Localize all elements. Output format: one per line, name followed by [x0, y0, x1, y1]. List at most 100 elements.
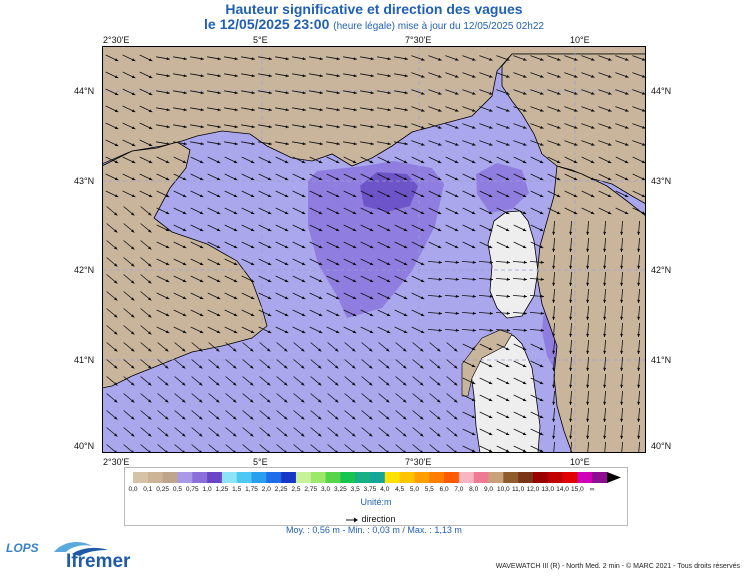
wave-direction-arrow [394, 207, 408, 215]
wave-direction-arrow [461, 277, 477, 281]
wave-direction-arrow [156, 56, 170, 61]
wave-direction-arrow [224, 107, 238, 112]
wave-direction-arrow [620, 288, 624, 304]
wave-direction-arrow [479, 224, 493, 232]
wave-direction-arrow [462, 190, 476, 198]
wave-direction-arrow [615, 207, 629, 215]
legend-color-swatch [562, 472, 578, 483]
legend-tick-label: 0,25 [156, 486, 169, 493]
wave-direction-arrow [105, 190, 119, 198]
wave-direction-arrow [156, 241, 170, 249]
wave-direction-arrow [495, 328, 511, 332]
wave-direction-arrow [632, 207, 646, 215]
wave-direction-arrow [310, 410, 322, 420]
wave-direction-arrow [586, 220, 590, 236]
wave-direction-arrow [530, 428, 544, 436]
wave-direction-arrow [343, 326, 357, 334]
wave-direction-arrow [444, 277, 460, 281]
wave-direction-arrow [190, 275, 204, 283]
color-scale-bar [133, 472, 621, 483]
wave-direction-arrow [411, 275, 425, 283]
lat-label-right-43: 43°N [651, 176, 672, 186]
legend-color-swatch [177, 472, 193, 483]
wave-direction-arrow [513, 377, 527, 385]
wave-direction-arrow [207, 258, 221, 266]
wave-direction-arrow [326, 275, 340, 283]
wave-direction-arrow [547, 173, 561, 181]
wave-direction-arrow [241, 141, 255, 146]
wave-direction-arrow [495, 311, 511, 315]
wave-direction-arrow [343, 292, 357, 300]
wave-direction-arrow [343, 156, 357, 164]
wave-direction-arrow [427, 260, 443, 264]
wave-direction-arrow [140, 393, 152, 403]
wave-direction-arrow [479, 343, 493, 351]
legend-tick-label: 12,0 [526, 486, 540, 493]
wave-direction-arrow [207, 190, 221, 198]
wave-direction-arrow [122, 88, 136, 96]
wave-direction-arrow [530, 224, 544, 232]
wave-direction-arrow [495, 277, 511, 281]
wave-direction-arrow [293, 376, 305, 386]
wave-direction-arrow [428, 140, 442, 146]
wave-direction-arrow [586, 254, 590, 270]
wave-direction-arrow [139, 173, 153, 181]
wave-direction-arrow [479, 428, 493, 436]
wave-direction-arrow [224, 73, 238, 78]
wave-direction-arrow [106, 240, 118, 250]
wave-direction-arrow [529, 328, 545, 332]
wave-direction-arrow [378, 393, 390, 403]
wave-direction-arrow [275, 190, 289, 198]
legend-tick-label: 0,1 [143, 486, 153, 493]
wave-direction-arrow [377, 207, 391, 215]
wave-direction-arrow [598, 123, 612, 129]
wave-direction-arrow [258, 107, 272, 112]
wave-direction-arrow [105, 105, 119, 113]
wave-direction-arrow [276, 393, 288, 403]
wave-direction-arrow [462, 55, 476, 61]
model-credit: WAVEWATCH III (R) - North Med. 2 min - ©… [495, 563, 740, 570]
wave-direction-arrow [377, 73, 391, 78]
wave-direction-arrow [208, 393, 220, 403]
wave-direction-arrow [428, 190, 442, 198]
wave-direction-arrow [603, 254, 607, 270]
wave-direction-arrow [309, 156, 323, 164]
direction-arrow-icon [346, 517, 358, 523]
wave-direction-arrow [598, 207, 612, 215]
wave-direction-arrow [444, 294, 460, 298]
wave-direction-arrow [191, 410, 203, 420]
wave-direction-arrow [123, 223, 135, 233]
wave-direction-arrow [530, 190, 544, 198]
wave-direction-arrow [411, 309, 425, 317]
wave-direction-arrow [258, 190, 272, 198]
wave-direction-arrow [478, 277, 494, 281]
legend-overflow-arrow [607, 472, 621, 483]
wave-direction-arrow [411, 224, 425, 232]
wave-direction-arrow [513, 428, 527, 436]
wave-direction-arrow [513, 224, 527, 232]
wave-direction-arrow [123, 342, 135, 352]
wave-direction-arrow [586, 339, 590, 355]
wave-direction-arrow [637, 356, 641, 372]
wave-direction-arrow [394, 73, 408, 78]
wave-zone-high-center [360, 172, 418, 212]
wave-direction-arrow [530, 394, 544, 402]
wave-direction-arrow [292, 173, 306, 181]
wave-direction-arrow [395, 342, 407, 352]
wave-direction-arrow [190, 224, 204, 232]
legend-color-swatch [577, 472, 593, 483]
lat-label-left-40: 40°N [74, 441, 95, 451]
wave-direction-arrow [530, 445, 544, 453]
wave-direction-arrow [530, 89, 544, 95]
wave-direction-arrow [377, 190, 391, 198]
wave-direction-arrow [343, 241, 357, 249]
wave-direction-arrow [139, 105, 153, 113]
wave-direction-arrow [377, 326, 391, 334]
wave-direction-arrow [173, 275, 187, 283]
wave-direction-arrow [241, 292, 255, 300]
wave-direction-arrow [241, 275, 255, 283]
wave-direction-arrow [326, 224, 340, 232]
wave-direction-arrow [122, 173, 136, 181]
wave-direction-arrow [122, 139, 136, 147]
wave-direction-arrow [208, 376, 220, 386]
